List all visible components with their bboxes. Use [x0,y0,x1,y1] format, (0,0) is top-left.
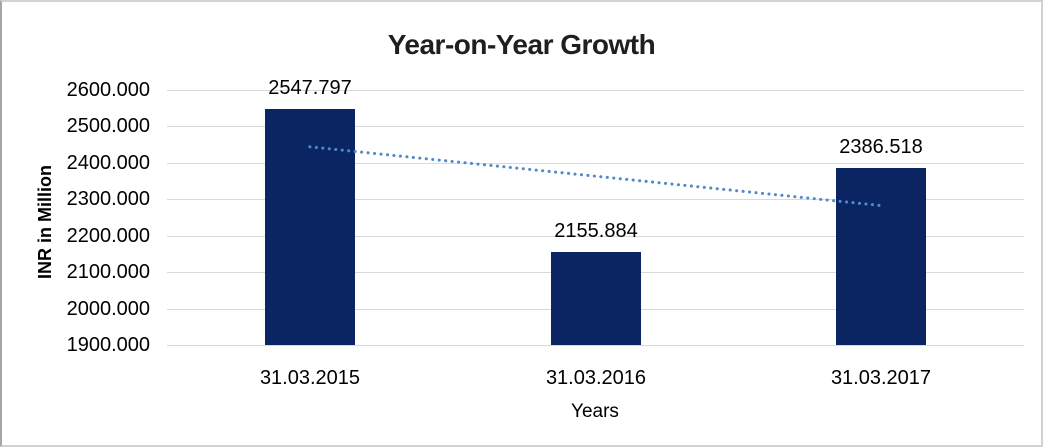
x-tick-label: 31.03.2015 [259,367,361,389]
y-gridline [167,90,1024,91]
y-tick-label: 1900.000 [66,334,150,356]
bar-value-label: 2155.884 [554,220,638,242]
y-gridline [167,236,1024,237]
y-tick-label: 2300.000 [66,188,150,210]
y-gridline [167,126,1024,127]
chart-title: Year-on-Year Growth [387,29,656,60]
y-tick-label: 2000.000 [66,298,150,320]
x-axis-title: Years [571,401,619,422]
bar [836,168,926,345]
bar [551,252,641,345]
y-tick-label: 2200.000 [66,225,150,247]
x-tick-label: 31.03.2016 [545,367,647,389]
bar-value-label: 2386.518 [839,136,923,158]
y-tick-label: 2600.000 [66,79,150,101]
x-tick-label: 31.03.2017 [830,367,932,389]
y-tick-label: 2500.000 [66,115,150,137]
bar [265,109,355,345]
bar-value-label: 2547.797 [268,77,352,99]
y-tick-label: 2400.000 [66,152,150,174]
y-tick-label: 2100.000 [66,261,150,283]
y-gridline [167,345,1024,346]
